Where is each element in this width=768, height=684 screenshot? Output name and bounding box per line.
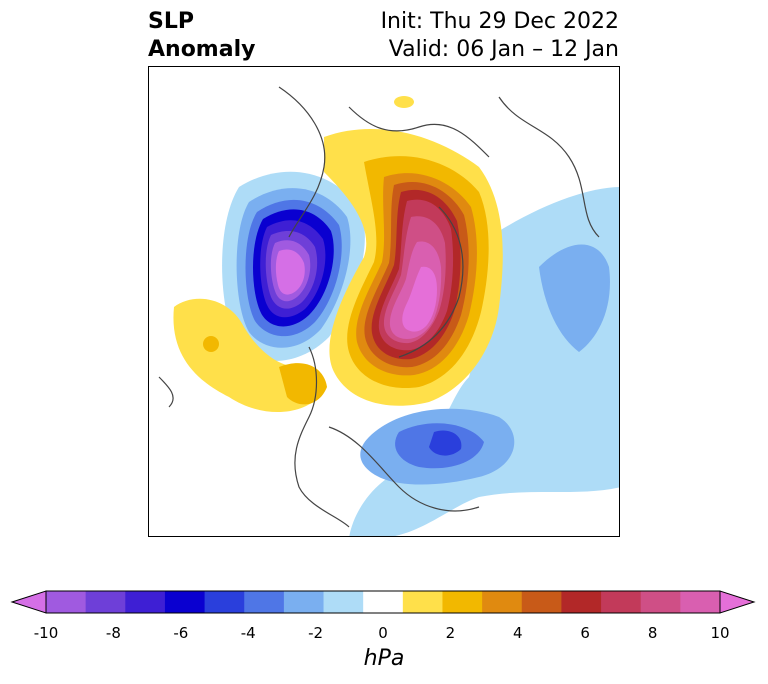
colorbar-tick-label: 6 (580, 624, 590, 642)
colorbar-tick-label: -10 (33, 624, 59, 642)
title-variable-type: Anomaly (148, 37, 256, 62)
colorbar-tick-label: 2 (445, 624, 456, 642)
valid-range: Valid: 06 Jan – 12 Jan (388, 37, 619, 62)
colorbar-cell (244, 591, 285, 613)
colorbar-tick-label: -2 (308, 624, 324, 642)
colorbar-cell (46, 591, 87, 613)
colorbar-cell (442, 591, 483, 613)
colorbar-cell (125, 591, 166, 613)
colorbar-cell (85, 591, 126, 613)
colorbar-tick-label: 0 (378, 624, 388, 642)
colorbar-cell (601, 591, 642, 613)
colorbar-cell (204, 591, 245, 613)
colorbar-cell (521, 591, 562, 613)
colorbar-tick-label: -4 (240, 624, 256, 642)
colorbar-cell (640, 591, 681, 613)
coastlines (158, 86, 600, 528)
colorbar-tick-label: 10 (710, 624, 730, 642)
colorbar-cell (164, 591, 206, 613)
colorbar-cell (402, 591, 443, 613)
colorbar-low-extend (10, 590, 47, 614)
map-panel (148, 66, 620, 537)
colorbar-cell (680, 591, 721, 613)
colorbar-cell (482, 591, 523, 613)
anomaly-map (149, 67, 619, 536)
title-variable: SLP (148, 9, 194, 34)
title-left: SLP Anomaly (148, 8, 255, 64)
colorbar-cell (323, 591, 364, 613)
colorbar-cell (561, 591, 602, 613)
init-date: Init: Thu 29 Dec 2022 (380, 9, 619, 34)
colorbar-ticks: -10 -8 -6 -4 -2 0 2 4 6 8 10 (0, 624, 768, 644)
colorbar-unit: hPa (363, 646, 405, 671)
title-right: Init: Thu 29 Dec 2022 Valid: 06 Jan – 12… (381, 8, 619, 64)
colorbar-tick-label: 8 (647, 624, 658, 642)
colorbar-tick-label: 4 (513, 624, 523, 642)
colorbar-cell (363, 591, 404, 613)
colorbar (10, 590, 756, 614)
colorbar-cell (283, 591, 325, 613)
colorbar-high-extend (719, 590, 756, 614)
colorbar-tick-label: -8 (105, 624, 121, 642)
colorbar-tick-label: -6 (173, 624, 189, 642)
